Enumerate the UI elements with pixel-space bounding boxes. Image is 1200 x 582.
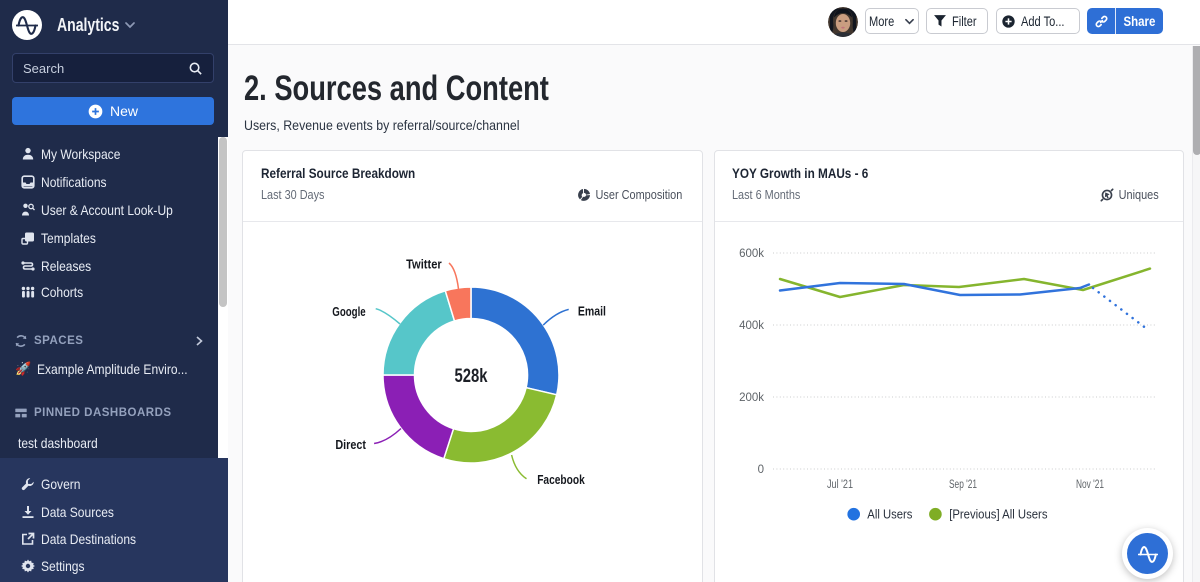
svg-text:Nov '21: Nov '21	[1076, 479, 1104, 491]
svg-text:Jul '21: Jul '21	[827, 479, 853, 491]
svg-text:Direct: Direct	[335, 438, 366, 452]
svg-text:Google: Google	[332, 305, 365, 319]
svg-text:[Previous] All Users: [Previous] All Users	[949, 507, 1048, 522]
svg-text:Email: Email	[578, 304, 606, 318]
svg-text:600k: 600k	[739, 248, 764, 260]
svg-text:0: 0	[758, 464, 764, 476]
svg-text:200k: 200k	[739, 392, 764, 404]
svg-text:All Users: All Users	[867, 507, 913, 522]
svg-text:Twitter: Twitter	[406, 258, 442, 272]
svg-text:Facebook: Facebook	[537, 473, 585, 487]
svg-text:400k: 400k	[739, 320, 764, 332]
svg-text:528k: 528k	[455, 365, 488, 387]
svg-text:Sep '21: Sep '21	[949, 479, 977, 491]
